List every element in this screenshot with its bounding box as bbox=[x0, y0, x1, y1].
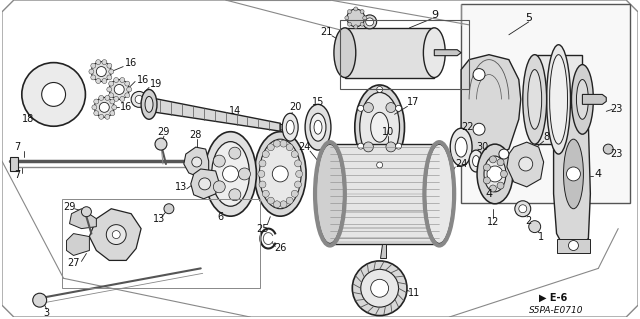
Circle shape bbox=[358, 143, 364, 149]
Circle shape bbox=[280, 201, 287, 208]
Polygon shape bbox=[184, 147, 209, 177]
Circle shape bbox=[360, 10, 364, 13]
Text: 30: 30 bbox=[476, 142, 488, 152]
Circle shape bbox=[99, 102, 109, 112]
Ellipse shape bbox=[334, 28, 356, 78]
Ellipse shape bbox=[145, 96, 153, 112]
Circle shape bbox=[120, 96, 125, 101]
Text: 10: 10 bbox=[381, 127, 394, 137]
Circle shape bbox=[135, 95, 143, 103]
Circle shape bbox=[102, 60, 107, 65]
Ellipse shape bbox=[550, 55, 568, 144]
Text: 27: 27 bbox=[67, 258, 80, 268]
Ellipse shape bbox=[212, 142, 250, 206]
Ellipse shape bbox=[259, 139, 301, 209]
Ellipse shape bbox=[523, 55, 547, 144]
Circle shape bbox=[483, 177, 490, 184]
Circle shape bbox=[91, 63, 96, 68]
Ellipse shape bbox=[254, 132, 306, 216]
Circle shape bbox=[107, 87, 112, 92]
Ellipse shape bbox=[360, 93, 399, 162]
Circle shape bbox=[89, 69, 94, 74]
Circle shape bbox=[286, 197, 293, 204]
Circle shape bbox=[94, 111, 99, 116]
Circle shape bbox=[360, 22, 364, 26]
Polygon shape bbox=[10, 157, 18, 171]
Circle shape bbox=[155, 138, 167, 150]
Ellipse shape bbox=[469, 150, 483, 172]
Polygon shape bbox=[330, 144, 439, 243]
Polygon shape bbox=[90, 209, 141, 260]
Circle shape bbox=[490, 185, 497, 192]
Ellipse shape bbox=[577, 79, 588, 119]
Circle shape bbox=[259, 181, 266, 188]
Ellipse shape bbox=[205, 132, 257, 216]
Text: 4: 4 bbox=[485, 189, 493, 199]
Ellipse shape bbox=[310, 113, 326, 141]
Polygon shape bbox=[70, 209, 97, 229]
Circle shape bbox=[604, 144, 613, 154]
Circle shape bbox=[499, 149, 509, 159]
Polygon shape bbox=[554, 108, 590, 249]
Circle shape bbox=[112, 105, 116, 110]
Circle shape bbox=[396, 105, 401, 111]
Circle shape bbox=[386, 103, 396, 113]
Circle shape bbox=[91, 75, 96, 80]
Text: 23: 23 bbox=[610, 149, 622, 159]
Circle shape bbox=[294, 181, 301, 188]
Circle shape bbox=[519, 205, 527, 213]
Circle shape bbox=[345, 16, 349, 20]
Circle shape bbox=[364, 142, 373, 152]
Circle shape bbox=[497, 182, 504, 189]
Text: 29: 29 bbox=[63, 202, 76, 212]
Text: 24: 24 bbox=[298, 142, 310, 152]
Circle shape bbox=[42, 83, 65, 106]
Circle shape bbox=[81, 207, 92, 217]
Circle shape bbox=[348, 22, 351, 26]
Text: 16: 16 bbox=[137, 75, 149, 85]
Text: ▶ E-6: ▶ E-6 bbox=[539, 293, 567, 303]
Text: 16: 16 bbox=[125, 58, 137, 68]
Circle shape bbox=[125, 81, 130, 86]
Circle shape bbox=[273, 201, 280, 208]
Circle shape bbox=[192, 157, 202, 167]
Text: 16: 16 bbox=[120, 102, 132, 112]
Circle shape bbox=[125, 93, 130, 98]
Ellipse shape bbox=[426, 144, 453, 243]
Circle shape bbox=[262, 190, 269, 197]
Polygon shape bbox=[534, 55, 582, 144]
Circle shape bbox=[348, 10, 351, 13]
Circle shape bbox=[92, 105, 97, 110]
Text: 6: 6 bbox=[218, 212, 223, 222]
Circle shape bbox=[280, 140, 287, 147]
Bar bbox=[61, 199, 260, 288]
Circle shape bbox=[286, 144, 293, 151]
Circle shape bbox=[258, 170, 265, 177]
Circle shape bbox=[515, 201, 531, 217]
Circle shape bbox=[107, 75, 112, 80]
Circle shape bbox=[483, 164, 490, 171]
Circle shape bbox=[347, 9, 365, 27]
Circle shape bbox=[354, 7, 358, 11]
Text: 4: 4 bbox=[595, 169, 602, 179]
Circle shape bbox=[291, 190, 298, 197]
Polygon shape bbox=[557, 239, 590, 254]
Circle shape bbox=[273, 140, 280, 147]
Text: 7: 7 bbox=[13, 170, 20, 180]
Polygon shape bbox=[507, 142, 543, 187]
Circle shape bbox=[497, 159, 504, 166]
Ellipse shape bbox=[316, 144, 344, 243]
Ellipse shape bbox=[572, 65, 593, 134]
Text: 15: 15 bbox=[312, 97, 324, 108]
Circle shape bbox=[365, 18, 374, 26]
Ellipse shape bbox=[282, 113, 298, 141]
Text: 22: 22 bbox=[461, 122, 474, 132]
Text: 23: 23 bbox=[610, 104, 622, 114]
Text: 5: 5 bbox=[525, 13, 532, 23]
Text: 7: 7 bbox=[13, 142, 20, 152]
Ellipse shape bbox=[472, 156, 479, 167]
Circle shape bbox=[105, 95, 110, 100]
Circle shape bbox=[33, 293, 47, 307]
Polygon shape bbox=[149, 97, 280, 131]
